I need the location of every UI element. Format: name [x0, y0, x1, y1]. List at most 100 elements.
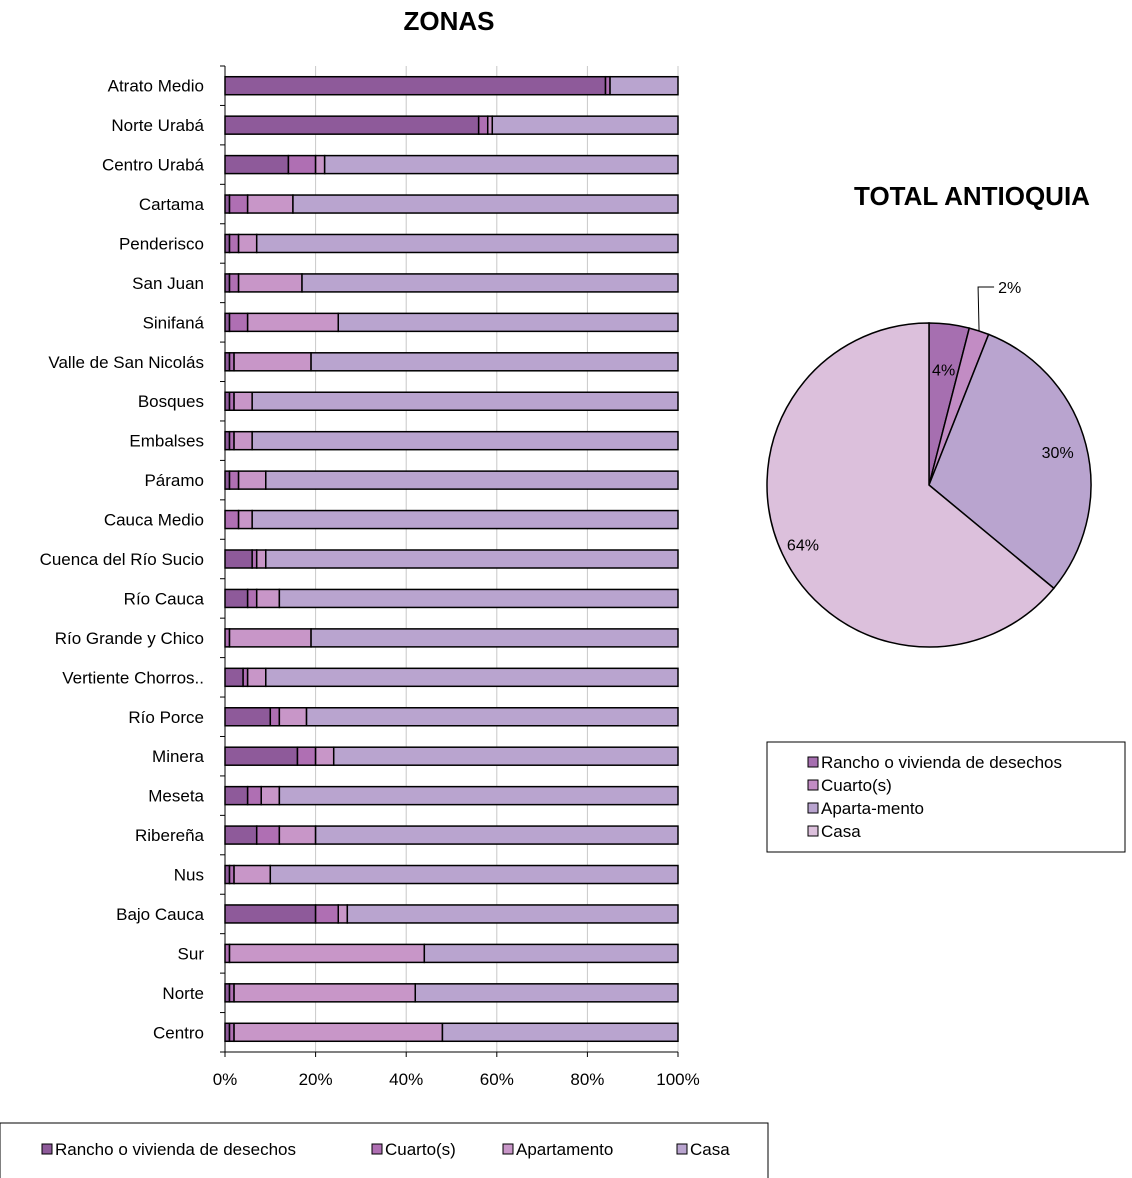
bar-segment-3: [233, 352, 312, 372]
category-label: Sinifaná: [143, 313, 205, 332]
bar-segment-3: [278, 707, 308, 727]
bar-legend: Rancho o vivienda de desechos Cuarto(s) Ap…: [41, 1140, 730, 1159]
category-label: Meseta: [148, 787, 204, 806]
pie-legend-label: Aparta-mento: [821, 799, 924, 818]
bar-chart-category-labels: Atrato Medio Norte Urabá Centro Urabá Carta…: [40, 77, 205, 1043]
bar-segment-2: [246, 785, 262, 806]
bar-segment-3: [314, 746, 335, 766]
pie-legend-label: Rancho o vivienda de desechos: [821, 753, 1062, 772]
category-label: Cuenca del Río Sucio: [40, 550, 204, 569]
bar-segment-2: [228, 470, 240, 490]
bar-segment-4: [251, 430, 679, 451]
bar-segment-4: [346, 904, 679, 924]
bar-segment-1: [224, 825, 258, 845]
bar-segment-3: [246, 312, 339, 333]
bar-segment-3: [237, 273, 303, 293]
category-label: Minera: [152, 747, 205, 766]
bar-segment-3: [246, 667, 267, 688]
category-label: Sur: [178, 944, 205, 963]
bar-segment-4: [423, 943, 679, 964]
bar-segment-3: [237, 470, 267, 490]
bar-segment-3: [233, 430, 253, 451]
bar-segment-1: [224, 746, 299, 766]
x-tick-label: 100%: [656, 1070, 699, 1089]
bar-segment-2: [228, 312, 249, 333]
bar-segment-3: [233, 864, 272, 885]
bar-segment-1: [224, 667, 244, 688]
category-label: San Juan: [132, 274, 204, 293]
pie-legend-label: Cuarto(s): [821, 776, 892, 795]
category-label: Centro: [153, 1023, 204, 1042]
bar-segment-2: [228, 273, 240, 293]
bar-legend-label: Apartamento: [516, 1140, 613, 1159]
bar-segment-3: [237, 509, 253, 530]
bar-segment-3: [233, 1022, 444, 1043]
category-label: Valle de San Nicolás: [48, 353, 204, 372]
pie-legend-label: Casa: [821, 822, 861, 841]
x-tick-label: 20%: [299, 1070, 333, 1089]
bar-legend-label: Rancho o vivienda de desechos: [55, 1140, 296, 1159]
bar-segment-1: [224, 588, 249, 609]
bar-segment-4: [292, 194, 679, 214]
bar-legend-swatch: [41, 1143, 53, 1155]
bar-segment-4: [310, 628, 679, 648]
category-label: Páramo: [144, 471, 204, 490]
bar-segment-4: [337, 312, 679, 333]
pie-chart: 4% 2% 30% 64%: [766, 280, 1092, 648]
bar-segment-2: [246, 588, 258, 609]
bar-segment-4: [251, 509, 679, 530]
category-label: Nus: [174, 866, 204, 885]
bar-segment-4: [278, 785, 679, 806]
bar-segment-1: [224, 154, 290, 175]
pie-legend-swatch: [807, 756, 819, 768]
bar-segment-3: [337, 904, 349, 924]
bar-segment-2: [287, 154, 317, 175]
bar-chart-title: ZONAS: [404, 6, 495, 36]
bar-segment-4: [301, 273, 679, 293]
pie-value-label: 2%: [998, 280, 1021, 297]
bar-segment-3: [237, 233, 258, 254]
bar-segment-4: [609, 75, 679, 96]
bar-segment-2: [477, 115, 489, 135]
bar-segment-3: [278, 825, 317, 845]
pie-legend-swatch: [807, 825, 819, 837]
bar-segment-2: [228, 233, 240, 254]
bar-segment-3: [233, 391, 253, 411]
bar-segment-1: [224, 785, 249, 806]
category-label: Centro Urabá: [102, 156, 205, 175]
pie-legend-box: [766, 741, 1126, 853]
pie-legend-swatch: [807, 802, 819, 814]
bar-segment-2: [255, 825, 281, 845]
bar-segment-2: [228, 194, 249, 214]
category-label: Río Cauca: [124, 589, 205, 608]
bar-segment-1: [224, 904, 317, 924]
bar-legend-swatch: [371, 1143, 383, 1155]
pie-value-label: 64%: [787, 537, 819, 554]
bar-segment-1: [224, 115, 480, 135]
category-label: Embalses: [129, 432, 204, 451]
bar-segment-4: [278, 588, 679, 609]
bar-segment-3: [233, 983, 417, 1003]
bar-segment-2: [296, 746, 317, 766]
pie-value-label: 30%: [1042, 445, 1074, 462]
bar-segment-4: [441, 1022, 679, 1043]
pie-slice: [928, 333, 1092, 590]
bar-segment-4: [251, 391, 679, 411]
category-label: Río Grande y Chico: [55, 629, 204, 648]
bar-segment-3: [228, 628, 312, 648]
bar-legend-box: [0, 1122, 769, 1178]
category-label: Penderisco: [119, 234, 204, 253]
bar-segment-2: [224, 509, 240, 530]
bar-legend-swatch: [676, 1143, 688, 1155]
bar-legend-label: Casa: [690, 1140, 730, 1159]
x-tick-label: 80%: [570, 1070, 604, 1089]
bar-segment-4: [310, 352, 679, 372]
bar-segment-2: [314, 904, 340, 924]
category-label: Atrato Medio: [108, 77, 204, 96]
category-label: Norte: [162, 984, 204, 1003]
bar-segment-4: [414, 983, 679, 1003]
bar-segment-3: [255, 549, 267, 569]
bar-segment-1: [224, 75, 607, 96]
bar-segment-4: [269, 864, 679, 885]
